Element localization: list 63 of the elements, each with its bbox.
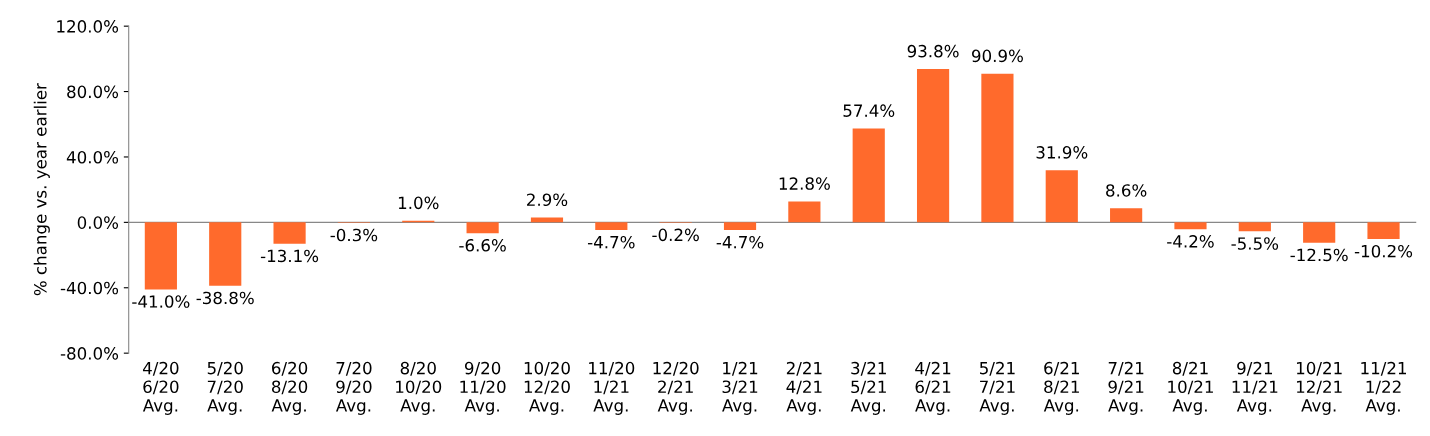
- data-label: 90.9%: [972, 49, 1023, 63]
- data-label: -0.3%: [330, 228, 378, 242]
- data-label: 2.9%: [527, 193, 568, 207]
- x-tick-label: 12/20 2/21 Avg.: [653, 361, 699, 415]
- bar: [981, 73, 1014, 223]
- data-label: 31.9%: [1036, 146, 1088, 159]
- x-tick-label: 5/21 7/21 Avg.: [979, 361, 1015, 415]
- data-label: 8.6%: [1106, 184, 1147, 197]
- x-tick-label: 11/20 1/21 Avg.: [589, 361, 635, 415]
- x-tick-label: 8/21 10/21 Avg.: [1168, 361, 1213, 415]
- data-label: 12.8%: [779, 177, 830, 190]
- x-tick-label: 11/21 1/22 Avg.: [1361, 361, 1406, 415]
- bar: [852, 128, 885, 223]
- data-label: -4.7%: [587, 235, 635, 249]
- y-tick-label: 120.0%: [57, 20, 119, 33]
- data-label: -41.0%: [132, 295, 190, 308]
- bar: [595, 222, 628, 231]
- bar: [466, 222, 499, 234]
- bar: [1367, 222, 1400, 240]
- bar: [1174, 222, 1207, 230]
- bar: [788, 201, 821, 223]
- x-tick-label: 10/21 12/21 Avg.: [1296, 361, 1342, 415]
- data-label: -0.2%: [652, 228, 699, 242]
- x-tick-label: 9/21 11/21 Avg.: [1232, 361, 1278, 415]
- y-tick-label: -40.0%: [60, 281, 119, 295]
- x-tick-label: 7/20 9/20 Avg.: [335, 361, 372, 415]
- x-tick-label: 7/21 9/21 Avg.: [1108, 361, 1144, 415]
- x-tick-label: 4/20 6/20 Avg.: [142, 361, 179, 415]
- y-axis-title: % change vs. year earlier: [33, 83, 50, 296]
- data-label: -13.1%: [260, 249, 319, 263]
- bar: [1238, 222, 1271, 232]
- x-tick-label: 1/21 3/21 Avg.: [722, 361, 758, 415]
- y-tick-label: 80.0%: [67, 85, 119, 99]
- bar: [723, 222, 757, 231]
- y-tick-label: 40.0%: [66, 150, 119, 164]
- x-tick-label: 10/20 12/20 Avg.: [524, 361, 570, 415]
- bar: [1110, 208, 1143, 223]
- data-label: -38.8%: [196, 291, 254, 305]
- bar: [916, 69, 950, 223]
- data-label: -6.6%: [459, 239, 506, 252]
- data-label: 93.8%: [907, 44, 959, 58]
- data-label: -5.5%: [1231, 237, 1279, 250]
- x-tick-label: 2/21 4/21 Avg.: [786, 361, 822, 415]
- data-label: -4.7%: [716, 235, 764, 249]
- bar: [144, 222, 177, 290]
- x-tick-label: 3/21 5/21 Avg.: [850, 361, 886, 415]
- data-label: 57.4%: [843, 104, 895, 117]
- data-label: -4.2%: [1167, 235, 1214, 248]
- bar: [1303, 222, 1336, 243]
- x-tick-label: 4/21 6/21 Avg.: [915, 361, 951, 415]
- x-tick-label: 5/20 7/20 Avg.: [207, 361, 243, 415]
- bar: [209, 222, 242, 286]
- bar: [1045, 170, 1078, 223]
- bar: [273, 222, 306, 244]
- data-label: -12.5%: [1290, 248, 1348, 262]
- x-tick-label: 6/21 8/21 Avg.: [1043, 361, 1079, 415]
- data-label: 1.0%: [398, 196, 439, 210]
- data-label: -10.2%: [1354, 244, 1413, 258]
- x-tick-label: 8/20 10/20 Avg.: [396, 361, 442, 415]
- y-tick-label: -80.0%: [60, 347, 119, 360]
- x-tick-label: 6/20 8/20 Avg.: [271, 361, 308, 415]
- x-tick-label: 9/20 11/20 Avg.: [460, 361, 506, 415]
- y-tick-label: 0.0%: [77, 216, 119, 229]
